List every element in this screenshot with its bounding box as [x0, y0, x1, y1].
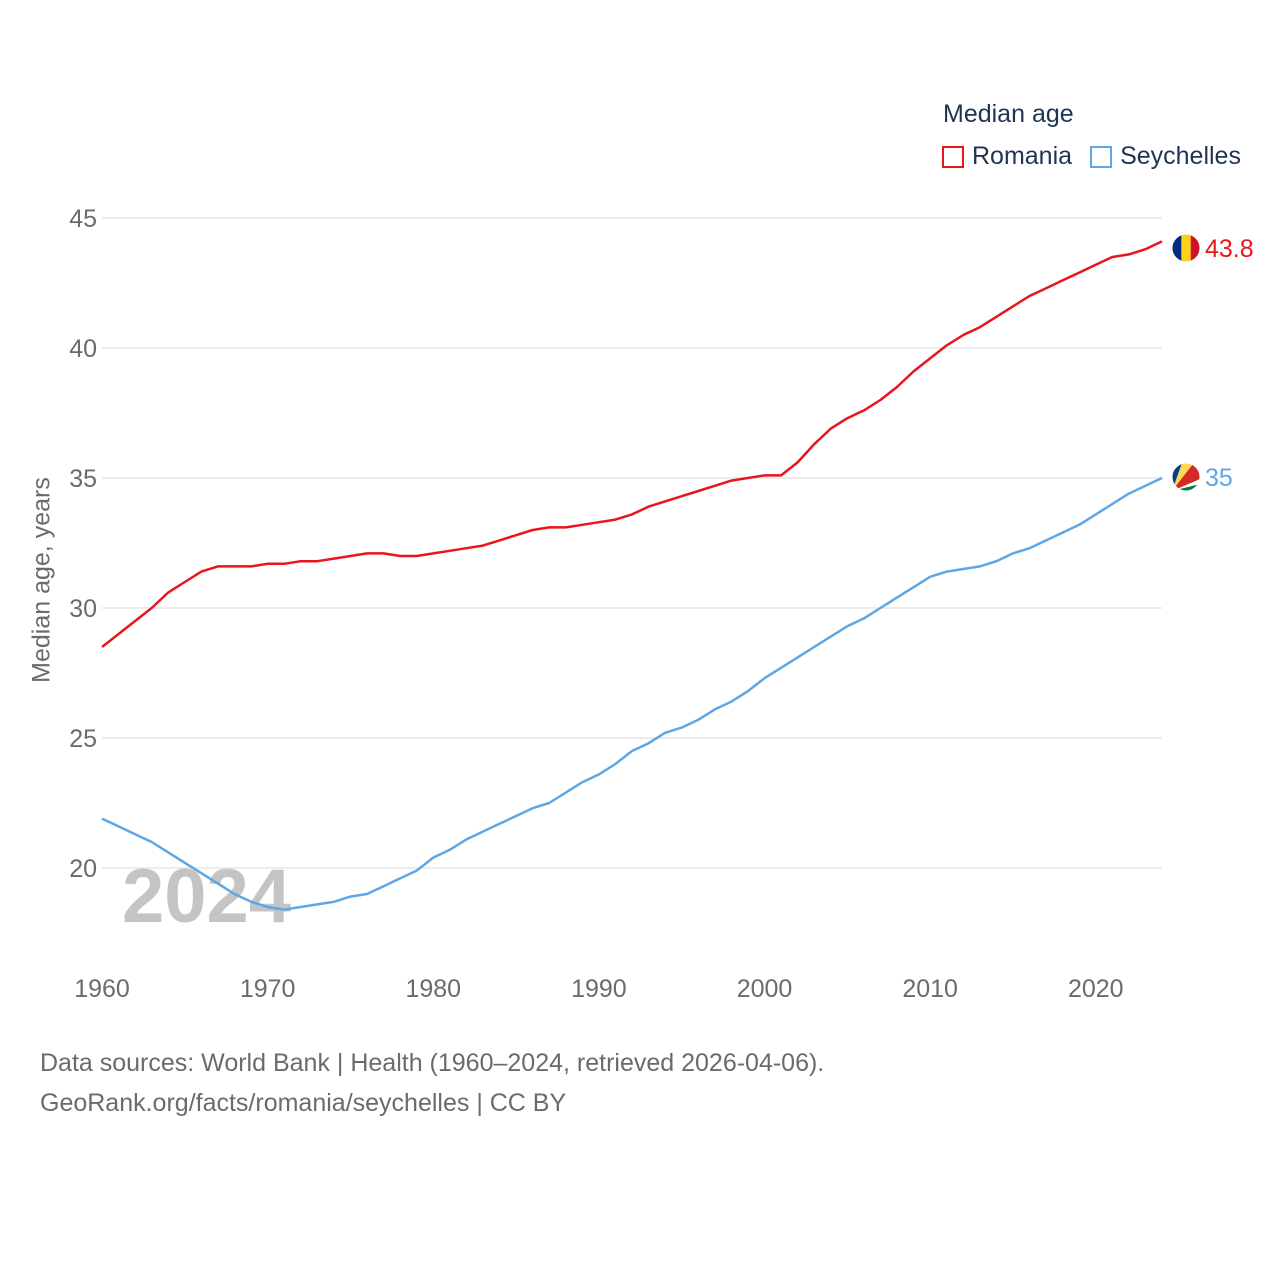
- x-tick-labels: 1960 1970 1980 1990 2000 2010 2020: [74, 975, 1123, 1003]
- grid-lines: [102, 217, 1162, 869]
- x-tick-1990: 1990: [571, 975, 627, 1003]
- x-tick-2020: 2020: [1068, 975, 1124, 1003]
- series-lines: [101, 240, 1163, 911]
- seychelles-flag-icon: [1171, 462, 1201, 492]
- year-watermark: 2024: [122, 854, 291, 939]
- legend-swatch-seychelles: [1090, 145, 1113, 168]
- y-tick-35: 35: [69, 465, 97, 493]
- x-tick-2000: 2000: [737, 975, 793, 1003]
- attribution-link[interactable]: GeoRank.org/facts/romania/seychelles | C…: [40, 1089, 567, 1117]
- romania-flag-icon: [1171, 233, 1201, 263]
- end-label-seychelles: 35: [1205, 464, 1233, 492]
- x-tick-1970: 1970: [240, 975, 296, 1003]
- legend: Romania Seychelles: [942, 142, 1259, 171]
- end-label-romania: 43.8: [1205, 235, 1254, 263]
- series-end-markers: 43.8 35: [1171, 233, 1254, 492]
- legend-item-romania[interactable]: Romania: [942, 142, 1072, 171]
- legend-swatch-romania: [942, 145, 964, 168]
- y-tick-30: 30: [69, 595, 97, 623]
- x-tick-2010: 2010: [902, 975, 958, 1003]
- x-tick-1960: 1960: [74, 975, 130, 1003]
- y-tick-labels: 20 25 30 35 40 45: [69, 205, 97, 883]
- y-tick-40: 40: [69, 335, 97, 363]
- series-line-romania: [101, 240, 1163, 648]
- legend-label-romania: Romania: [972, 142, 1073, 170]
- y-tick-25: 25: [69, 725, 97, 753]
- legend-label-seychelles: Seychelles: [1120, 142, 1241, 170]
- series-line-seychelles: [101, 476, 1163, 911]
- x-tick-1980: 1980: [405, 975, 461, 1003]
- y-tick-20: 20: [69, 855, 97, 883]
- legend-item-seychelles[interactable]: Seychelles: [1090, 142, 1241, 171]
- y-tick-45: 45: [69, 205, 97, 233]
- data-sources: Data sources: World Bank | Health (1960–…: [40, 1043, 824, 1123]
- sources-line: Data sources: World Bank | Health (1960–…: [40, 1049, 825, 1077]
- y-axis-label: Median age, years: [27, 477, 56, 683]
- legend-title: Median age: [943, 100, 1074, 128]
